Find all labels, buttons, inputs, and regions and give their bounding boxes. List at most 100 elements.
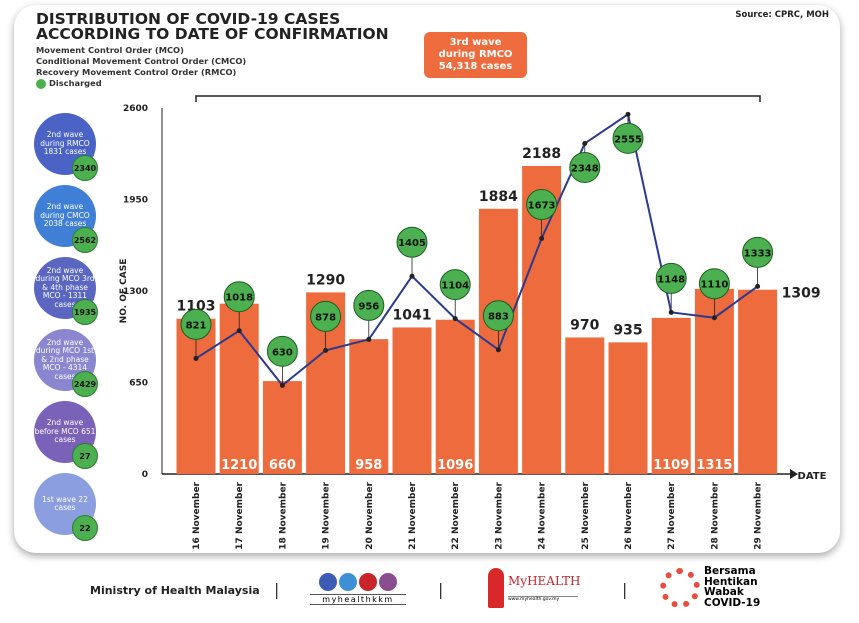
wave-discharged-badge: 1935 [72, 299, 98, 325]
legend-rmco: Recovery Movement Control Order (RMCO) [36, 67, 237, 77]
discharged-point [366, 336, 372, 342]
bar-value-label: 1315 [696, 458, 732, 473]
discharged-badge [353, 289, 385, 321]
bar-value-label: 1109 [653, 458, 689, 473]
x-tick-label: 29 November [754, 481, 764, 549]
discharged-badge [698, 268, 730, 300]
third-wave-box: 3rd wave during RMCO 54,318 cases [424, 32, 527, 78]
bar-value-label: 1210 [221, 458, 257, 473]
myhealth-text: MyHEALTH [508, 574, 581, 588]
x-tick-label: 23 November [494, 481, 504, 549]
discharged-value-label: 821 [186, 320, 207, 331]
bar-value-label: 1096 [437, 458, 473, 473]
bar [349, 339, 389, 474]
discharged-value-label: 1110 [700, 280, 728, 291]
discharged-badge [223, 281, 255, 313]
x-tick-label: 20 November [365, 481, 375, 549]
discharged-point [323, 347, 329, 353]
bar [608, 342, 648, 474]
title-line-1: DISTRIBUTION OF COVID-19 CASES [36, 10, 341, 28]
discharged-value-label: 1148 [657, 274, 685, 285]
discharged-badge [482, 300, 514, 332]
discharged-point [409, 273, 415, 279]
bar-value-label: 2188 [522, 146, 561, 162]
discharged-point [452, 316, 458, 322]
bar-value-label: 1309 [782, 286, 821, 302]
x-tick-label: 25 November [581, 481, 591, 549]
instagram-icon[interactable] [379, 573, 397, 591]
discharged-badge [180, 308, 212, 340]
myhealth-figure-icon [488, 568, 504, 608]
discharged-badge [310, 300, 342, 332]
y-axis-label: NO. OF CASE [119, 259, 129, 324]
sunburst-icon [660, 568, 700, 608]
discharged-value-label: 2555 [614, 134, 642, 145]
discharged-value-label: 2348 [571, 163, 599, 174]
discharged-point [668, 309, 674, 315]
bar-value-label: 1041 [393, 307, 432, 323]
myhealth-logo: MyHEALTH www.myhealth.gov.my [488, 568, 581, 608]
discharged-value-label: 1104 [441, 281, 469, 292]
discharged-point [625, 111, 631, 117]
discharged-badge [526, 188, 558, 220]
x-tick-label: 26 November [624, 481, 634, 549]
bar-value-label: 660 [269, 458, 296, 473]
bar [565, 337, 605, 474]
legend-discharged-label: Discharged [49, 78, 102, 88]
campaign-text: Bersama Hentikan Wabak COVID-19 [704, 565, 761, 609]
x-tick-label: 24 November [538, 481, 548, 549]
legend-mco: Movement Control Order (MCO) [36, 45, 184, 55]
discharged-dot-icon [36, 78, 46, 89]
chart-title: DISTRIBUTION OF COVID-19 CASES ACCORDING … [36, 10, 436, 42]
wave-discharged-badge: 2429 [72, 371, 98, 397]
social-block: myhealthkkm [310, 573, 406, 605]
bar [651, 317, 691, 474]
bar [738, 289, 778, 474]
x-tick-label: 21 November [408, 481, 418, 549]
third-wave-l3: 54,318 cases [438, 61, 513, 72]
discharged-badge [266, 335, 298, 367]
bar [435, 319, 475, 474]
facebook-icon[interactable] [319, 573, 337, 591]
x-tick-label: 16 November [192, 481, 202, 549]
youtube-icon[interactable] [359, 573, 377, 591]
ministry-label: Ministry of Health Malaysia [90, 584, 260, 597]
bar-value-label: 935 [613, 322, 642, 338]
discharged-badge [396, 226, 428, 258]
y-tick-label: 2600 [123, 104, 148, 114]
legend-cmco: Conditional Movement Control Order (CMCO… [36, 56, 247, 66]
bar-value-label: 970 [570, 317, 599, 333]
third-wave-bracket [195, 95, 761, 102]
third-wave-l1: 3rd wave [449, 37, 502, 48]
discharged-value-label: 1673 [528, 200, 556, 211]
divider: | [438, 580, 444, 599]
discharged-point [495, 347, 501, 353]
y-tick-label: 1950 [123, 196, 148, 206]
x-axis-label: DATE [798, 471, 827, 482]
discharged-value-label: 883 [488, 312, 509, 323]
legend-discharged: Discharged [36, 78, 246, 89]
discharged-point [711, 315, 717, 321]
x-axis-arrow-icon [790, 469, 798, 479]
legend: Movement Control Order (MCO) Conditional… [36, 45, 246, 89]
third-wave-l2: during RMCO [438, 49, 513, 60]
wave-discharged-badge: 27 [72, 443, 98, 469]
discharged-value-label: 630 [272, 347, 293, 358]
bar-value-label: 1884 [479, 189, 518, 205]
discharged-value-label: 1018 [225, 293, 253, 304]
discharged-badge [569, 151, 601, 183]
campaign-logo: Bersama Hentikan Wabak COVID-19 [660, 566, 770, 608]
y-tick-label: 650 [129, 379, 148, 389]
discharged-point [236, 328, 242, 334]
discharged-value-label: 1405 [398, 238, 426, 249]
wave-discharged-badge: 2340 [72, 155, 98, 181]
wave-circle: 2nd wave during CMCO 2038 cases [34, 185, 96, 247]
bar [262, 381, 302, 474]
divider: | [622, 580, 628, 599]
twitter-icon[interactable] [339, 573, 357, 591]
discharged-point [582, 140, 588, 146]
source: Source: CPRC, MOH [735, 10, 829, 20]
discharged-badge [612, 122, 644, 154]
